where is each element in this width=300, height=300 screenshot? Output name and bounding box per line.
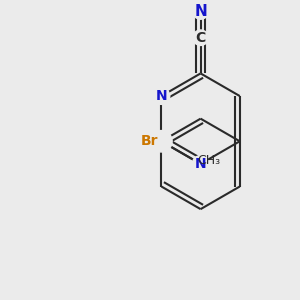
Text: N: N (194, 4, 207, 19)
Circle shape (153, 88, 170, 104)
Text: CH₃: CH₃ (197, 154, 220, 167)
Text: N: N (156, 89, 167, 103)
Text: C: C (196, 31, 206, 45)
Circle shape (192, 156, 209, 172)
Text: Br: Br (140, 134, 158, 148)
Circle shape (151, 130, 172, 152)
Text: N: N (195, 157, 206, 171)
Circle shape (193, 30, 208, 45)
Circle shape (193, 4, 208, 19)
